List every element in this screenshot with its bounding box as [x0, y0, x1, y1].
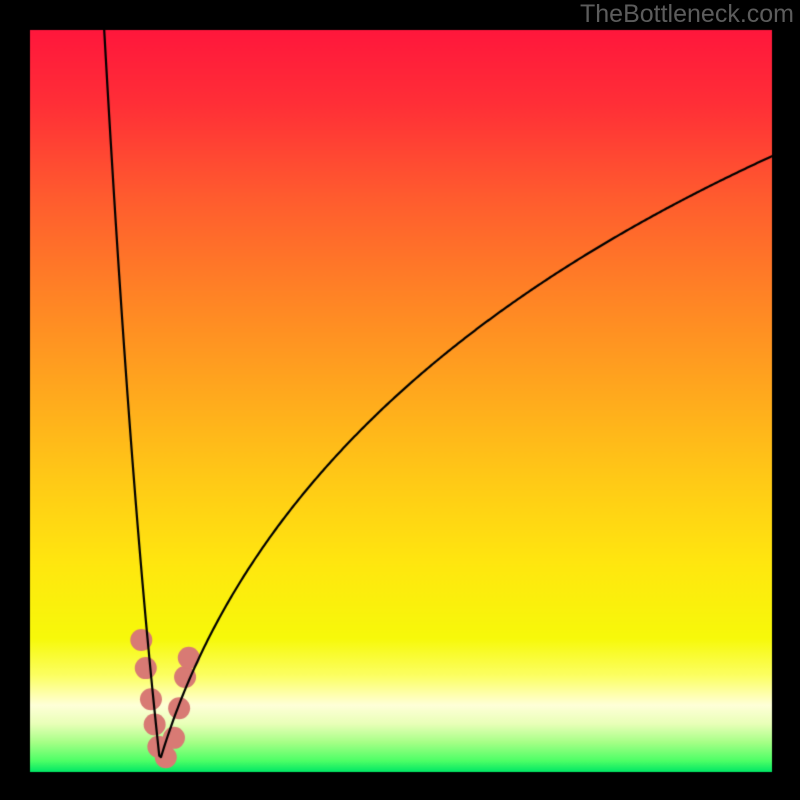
- chart-stage: TheBottleneck.com: [0, 0, 800, 800]
- bottleneck-chart-canvas: [0, 0, 800, 800]
